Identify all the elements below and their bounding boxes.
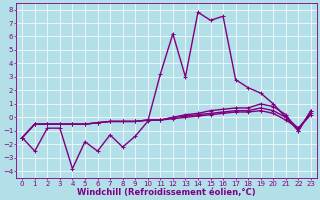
- X-axis label: Windchill (Refroidissement éolien,°C): Windchill (Refroidissement éolien,°C): [77, 188, 256, 197]
